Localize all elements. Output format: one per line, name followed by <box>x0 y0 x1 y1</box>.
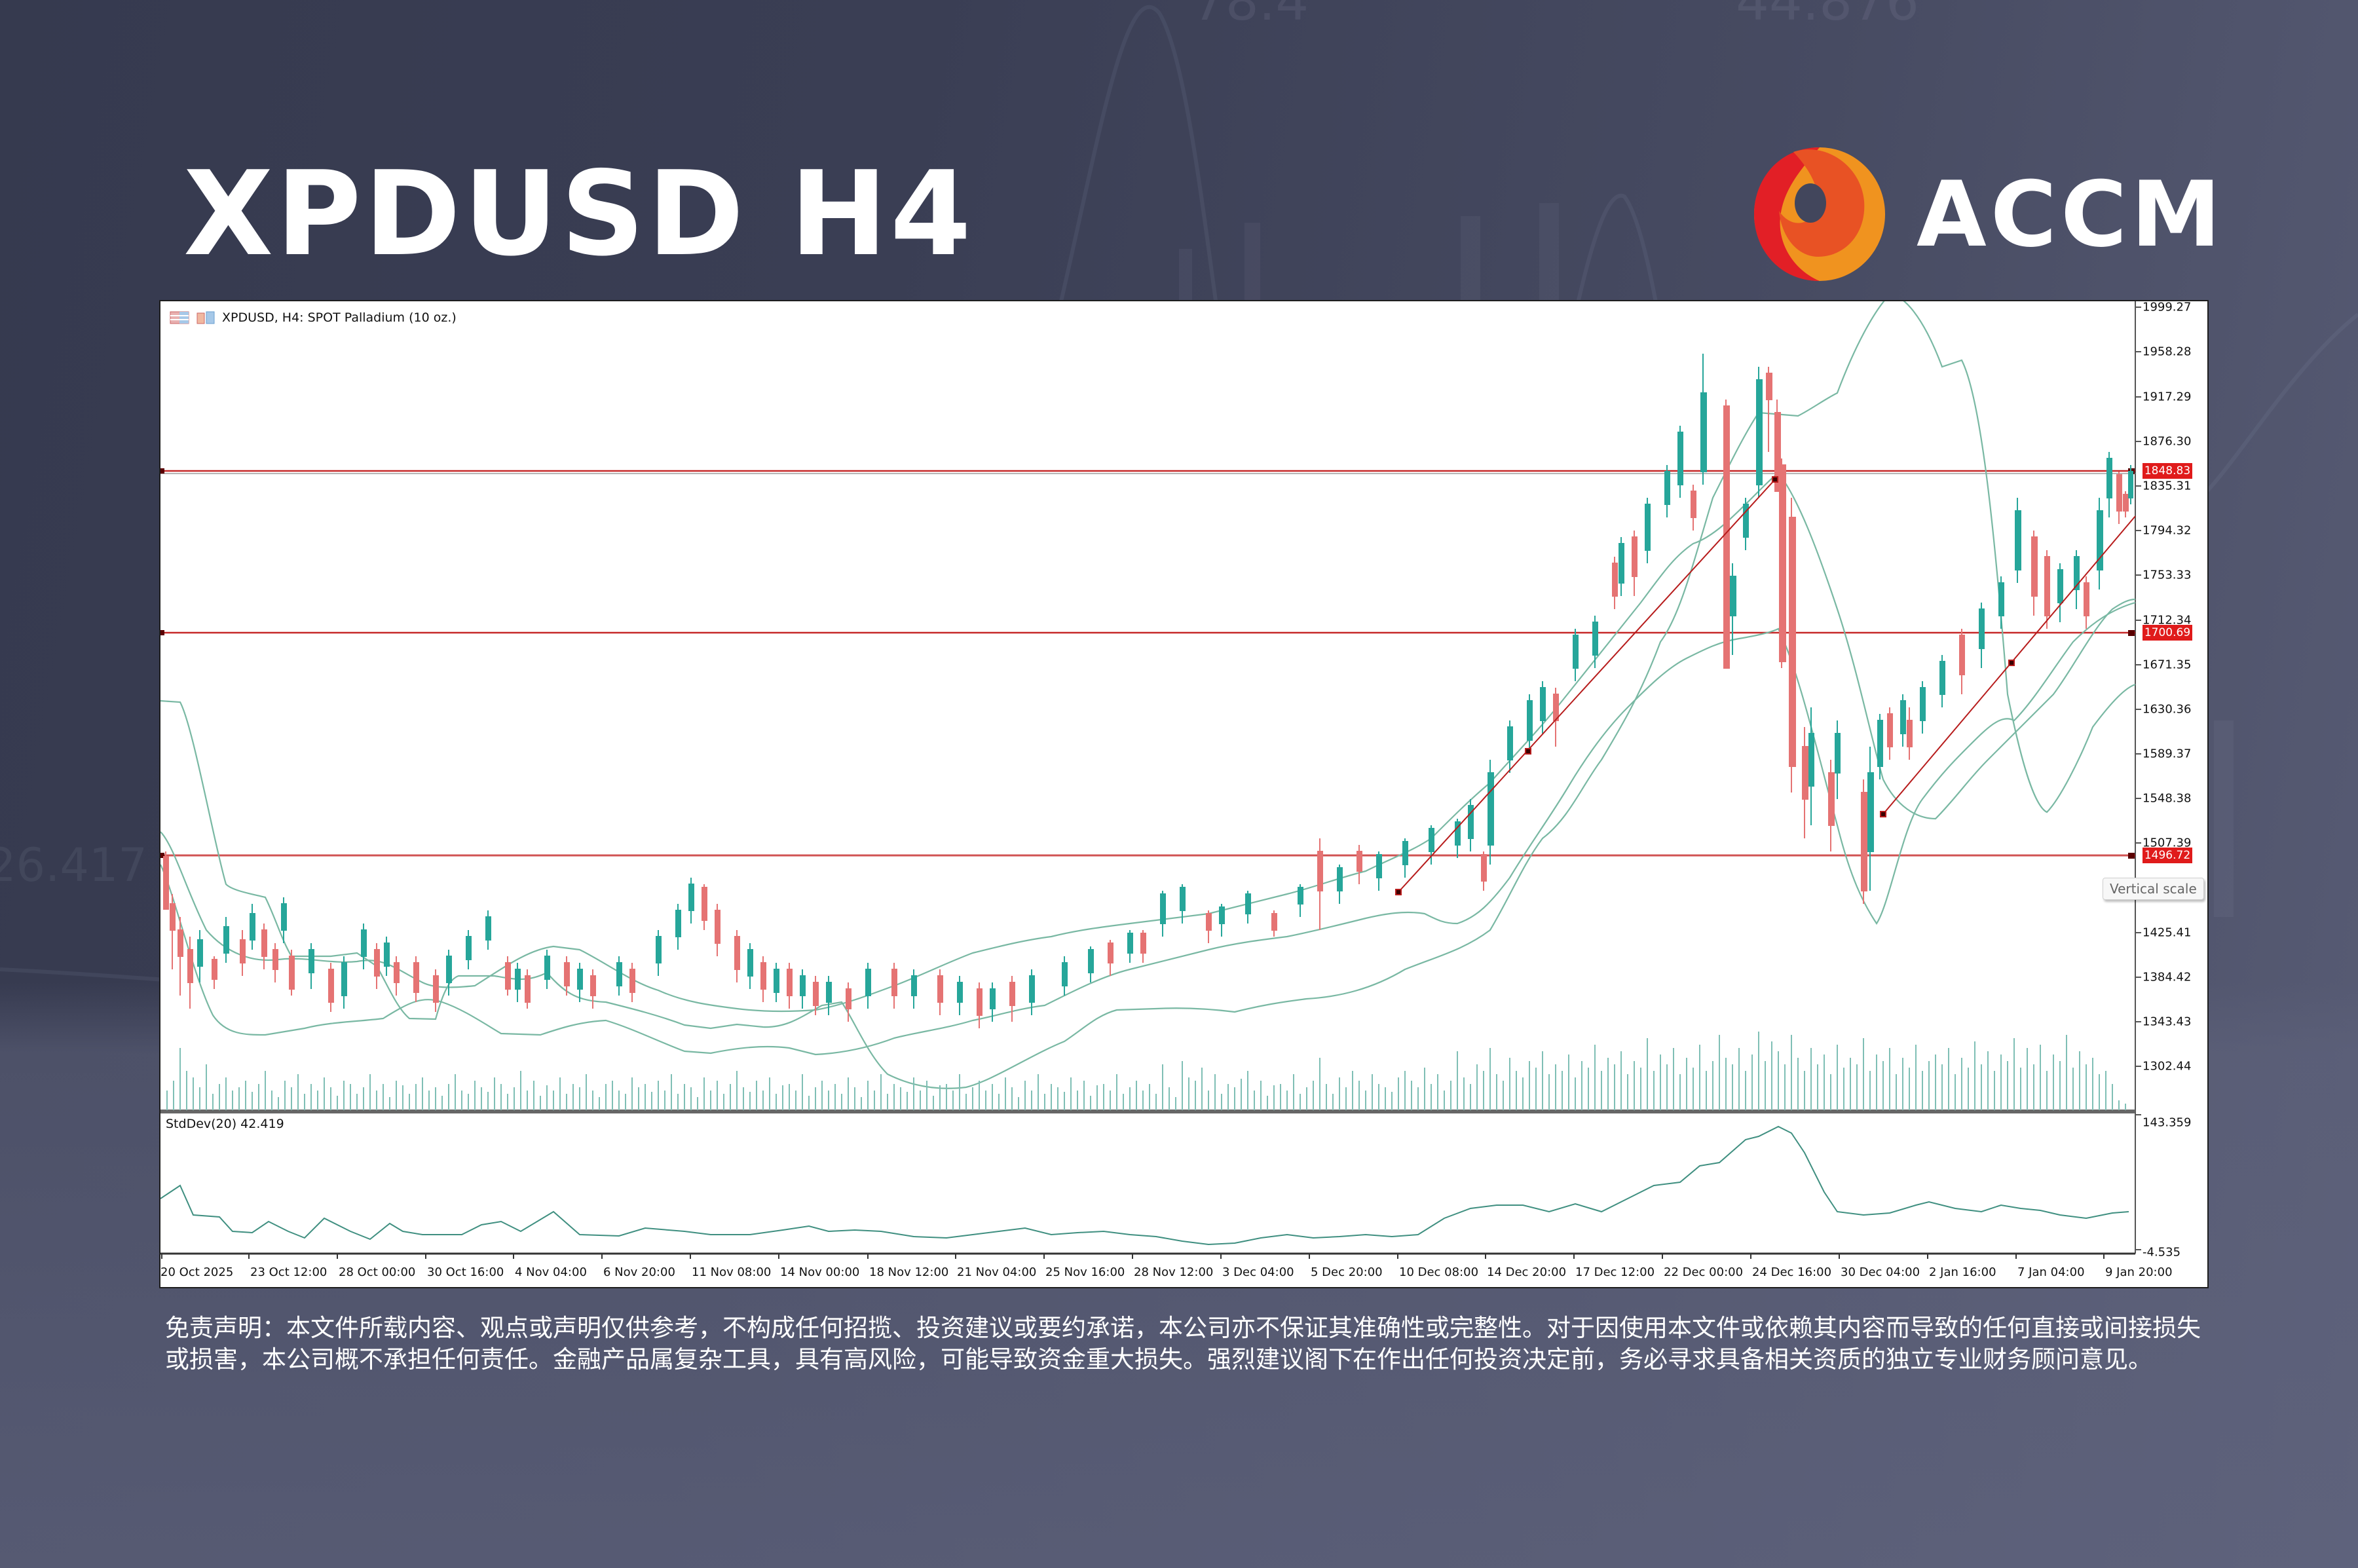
time-tick: 14 Nov 00:00 <box>780 1265 860 1279</box>
price-tick: 1343.43 <box>2143 1015 2192 1029</box>
time-tick: 21 Nov 04:00 <box>957 1265 1037 1279</box>
price-tick: 1589.37 <box>2143 747 2192 761</box>
time-tick: 30 Oct 16:00 <box>427 1265 504 1279</box>
price-tick: 1425.41 <box>2143 925 2192 940</box>
trendlines[interactable] <box>1395 476 2136 895</box>
bb-middle <box>160 472 2136 1013</box>
stddev-max-tick: 143.359 <box>2143 1115 2192 1130</box>
time-tick: 28 Oct 00:00 <box>339 1265 416 1279</box>
candlesticks <box>163 354 2133 1028</box>
price-tick: 1753.33 <box>2143 568 2192 582</box>
price-tick: 1384.42 <box>2143 970 2192 984</box>
stddev-line <box>160 1125 2129 1246</box>
price-tick: 1999.27 <box>2143 300 2192 314</box>
price-chart[interactable] <box>160 301 2207 1287</box>
time-tick: 17 Dec 12:00 <box>1575 1265 1655 1279</box>
bb-upper <box>160 301 2136 1089</box>
time-tick: 3 Dec 04:00 <box>1222 1265 1294 1279</box>
chart-header: XPDUSD, H4: SPOT Palladium (10 oz.) <box>170 310 457 325</box>
level-tag-1700[interactable]: 1700.69 <box>2143 625 2192 641</box>
price-tick: 1302.44 <box>2143 1059 2192 1073</box>
time-tick: 20 Oct 2025 <box>160 1265 234 1279</box>
price-tick: 1507.39 <box>2143 836 2192 850</box>
disclaimer-text: 免责声明：本文件所载内容、观点或声明仅供参考，不构成任何招揽、投资建议或要约承诺… <box>165 1314 2201 1373</box>
time-tick: 2 Jan 16:00 <box>1929 1265 1996 1279</box>
price-tick: 1630.36 <box>2143 702 2192 717</box>
time-tick: 25 Nov 16:00 <box>1045 1265 1125 1279</box>
vertical-scale-tooltip: Vertical scale <box>2103 878 2204 900</box>
time-tick: 6 Nov 20:00 <box>603 1265 675 1279</box>
price-tick: 1876.30 <box>2143 434 2192 449</box>
price-tick: 1548.38 <box>2143 791 2192 806</box>
stddev-min-tick: -4.535 <box>2143 1245 2181 1260</box>
horizontal-levels[interactable] <box>160 468 2135 859</box>
brand-logo: ACCM <box>1753 145 2225 283</box>
price-tick: 1835.31 <box>2143 479 2192 493</box>
price-tick: 1917.29 <box>2143 390 2192 404</box>
time-tick: 10 Dec 08:00 <box>1399 1265 1479 1279</box>
time-tick: 5 Dec 20:00 <box>1311 1265 1383 1279</box>
chart-grid-icon <box>170 311 189 324</box>
price-axis-ticks <box>2135 307 2141 1250</box>
price-tick: 1671.35 <box>2143 658 2192 672</box>
accm-logo-icon <box>1754 147 1885 281</box>
bb-lower <box>160 601 2136 1056</box>
svg-text:78.4: 78.4 <box>1192 0 1309 32</box>
brand-name: ACCM <box>1917 161 2225 267</box>
time-tick: 18 Nov 12:00 <box>869 1265 949 1279</box>
price-tick: 1794.32 <box>2143 523 2192 538</box>
chart-window[interactable]: XPDUSD, H4: SPOT Palladium (10 oz.) StdD… <box>159 300 2209 1288</box>
bollinger-bands <box>160 301 2136 1089</box>
price-tick: 1712.34 <box>2143 613 2192 627</box>
time-tick: 9 Jan 20:00 <box>2105 1265 2173 1279</box>
time-tick: 30 Dec 04:00 <box>1841 1265 1920 1279</box>
page-title: XPDUSD H4 <box>183 146 974 282</box>
volume-bars <box>166 1032 2126 1110</box>
time-tick: 22 Dec 00:00 <box>1664 1265 1744 1279</box>
time-tick: 7 Jan 04:00 <box>2017 1265 2085 1279</box>
time-tick: 24 Dec 16:00 <box>1752 1265 1832 1279</box>
stddev-indicator-label: StdDev(20) 42.419 <box>166 1117 284 1131</box>
svg-text:26.417: 26.417 <box>0 838 147 892</box>
price-tick: 1958.28 <box>2143 345 2192 359</box>
level-tag-1848[interactable]: 1848.83 <box>2143 463 2192 479</box>
time-tick: 4 Nov 04:00 <box>515 1265 587 1279</box>
symbol-info: XPDUSD, H4: SPOT Palladium (10 oz.) <box>222 310 457 325</box>
trendline-1[interactable] <box>1398 479 1776 893</box>
time-tick: 28 Nov 12:00 <box>1134 1265 1214 1279</box>
svg-text:44.876: 44.876 <box>1736 0 1919 32</box>
time-axis-ticks <box>161 1254 2105 1259</box>
time-tick: 11 Nov 08:00 <box>692 1265 772 1279</box>
level-tag-1496[interactable]: 1496.72 <box>2143 848 2192 863</box>
time-tick: 23 Oct 12:00 <box>250 1265 328 1279</box>
chart-properties-icon <box>196 311 215 324</box>
time-tick: 14 Dec 20:00 <box>1487 1265 1567 1279</box>
